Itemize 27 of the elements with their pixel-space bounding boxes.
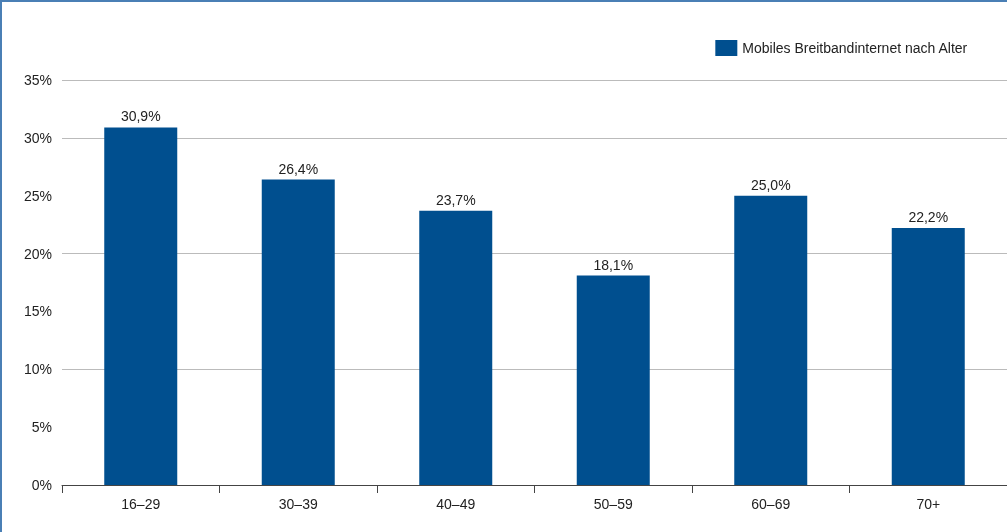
legend-label: Mobiles Breitbandinternet nach Alter <box>742 40 968 56</box>
x-tick-label: 70+ <box>916 496 941 512</box>
bar <box>419 210 493 485</box>
x-tick-label: 30–39 <box>278 496 318 512</box>
y-tick-label: 0% <box>31 477 52 493</box>
data-label: 23,7% <box>435 191 476 208</box>
x-tick-label: 40–49 <box>436 496 476 512</box>
bar <box>104 127 178 485</box>
y-tick-label: 35% <box>23 72 52 88</box>
data-label: 18,1% <box>593 256 634 273</box>
x-tick-label: 16–29 <box>121 496 161 512</box>
data-label: 25,0% <box>750 176 791 193</box>
y-tick-label: 15% <box>23 303 52 320</box>
y-tick-label: 25% <box>23 187 52 204</box>
bar <box>734 195 808 485</box>
x-tick-label: 60–69 <box>751 496 791 512</box>
bar <box>891 228 965 485</box>
y-tick-label: 20% <box>23 245 52 262</box>
bar <box>261 179 335 485</box>
y-tick-label: 30% <box>23 129 52 146</box>
y-tick-label: 10% <box>23 361 52 378</box>
x-tick-label: 50–59 <box>593 496 633 512</box>
data-label: 26,4% <box>278 160 319 177</box>
data-label: 22,2% <box>908 209 949 226</box>
data-label: 30,9% <box>120 108 161 125</box>
bar <box>576 275 650 485</box>
y-tick-label: 5% <box>31 419 52 436</box>
